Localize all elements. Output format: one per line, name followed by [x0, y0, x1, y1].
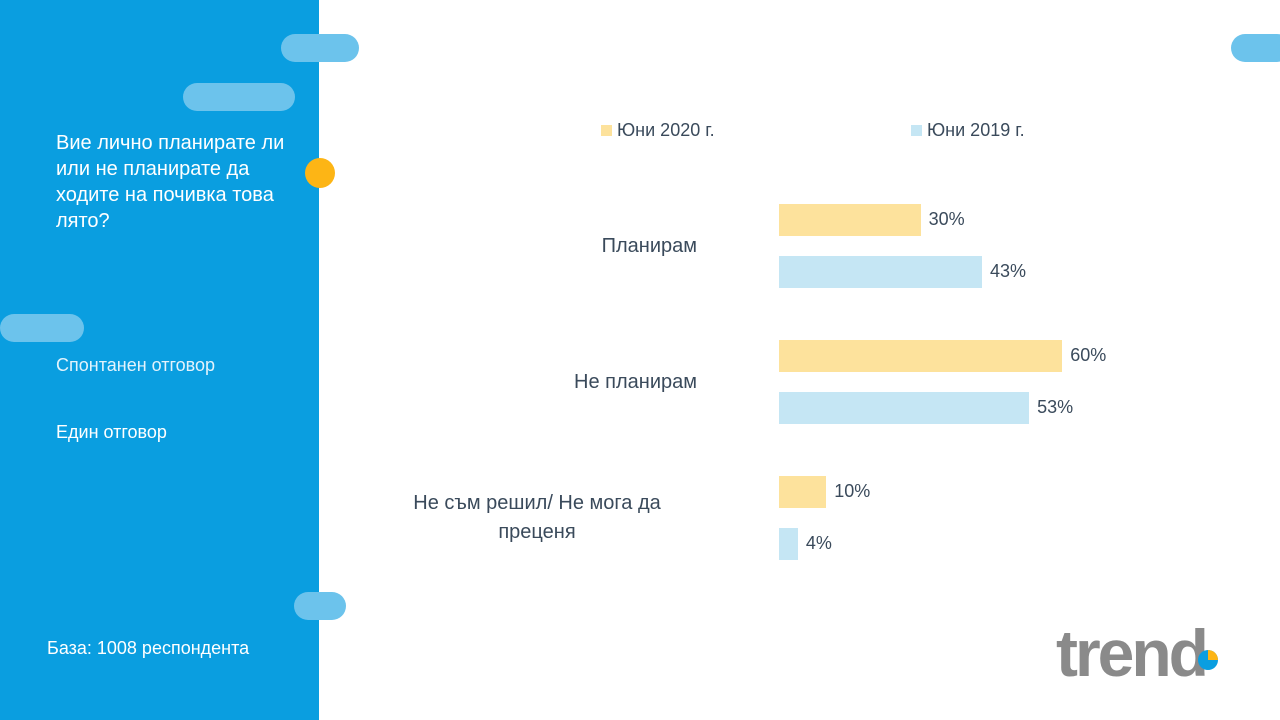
data-label-2019-1: 53% [1037, 397, 1074, 417]
sample-base: База: 1008 респондента [47, 638, 250, 658]
legend-item-2020: Юни 2020 г. [601, 120, 715, 141]
bar-2019-2 [779, 528, 798, 560]
bar-2020-1 [779, 340, 1063, 372]
data-label-2020-0: 30% [928, 209, 965, 229]
accent-dot [305, 158, 335, 188]
legend-label-2020: Юни 2020 г. [617, 120, 715, 140]
data-label-2020-1: 60% [1070, 345, 1107, 365]
data-label-2019-2: 4% [805, 533, 832, 553]
trend-logo: trend [1056, 618, 1218, 682]
bar-2019-0 [779, 256, 982, 288]
bar-2020-0 [779, 204, 921, 236]
sidebar-panel [0, 0, 319, 720]
note-single-answer: Един отговор [56, 422, 167, 442]
data-label-2020-2: 10% [834, 481, 871, 501]
category-label-not-planning: Не планирам [574, 371, 697, 393]
decor-pill-bottom [294, 592, 346, 620]
category-label-undecided: Не съм решил/ Не мога да преценя [413, 492, 661, 543]
legend-item-2019: Юни 2019 г. [911, 120, 1025, 141]
category-label-planning: Планирам [601, 235, 697, 257]
svg-text:trend: trend [1056, 618, 1206, 682]
decor-pill-middle [0, 314, 84, 342]
decor-pill-upper [183, 83, 295, 111]
bar-2019-1 [779, 392, 1030, 424]
legend-label-2019: Юни 2019 г. [927, 120, 1025, 140]
note-spontaneous-answer: Спонтанен отговор [56, 355, 216, 375]
decor-pill-right [1231, 34, 1280, 62]
survey-question: Вие лично планирате ли или не планирате … [56, 132, 285, 232]
bar-2020-2 [779, 476, 827, 508]
legend-swatch-2019 [911, 125, 922, 136]
decor-pill-top [281, 34, 359, 62]
legend-swatch-2020 [601, 125, 612, 136]
data-label-2019-0: 43% [989, 261, 1026, 281]
